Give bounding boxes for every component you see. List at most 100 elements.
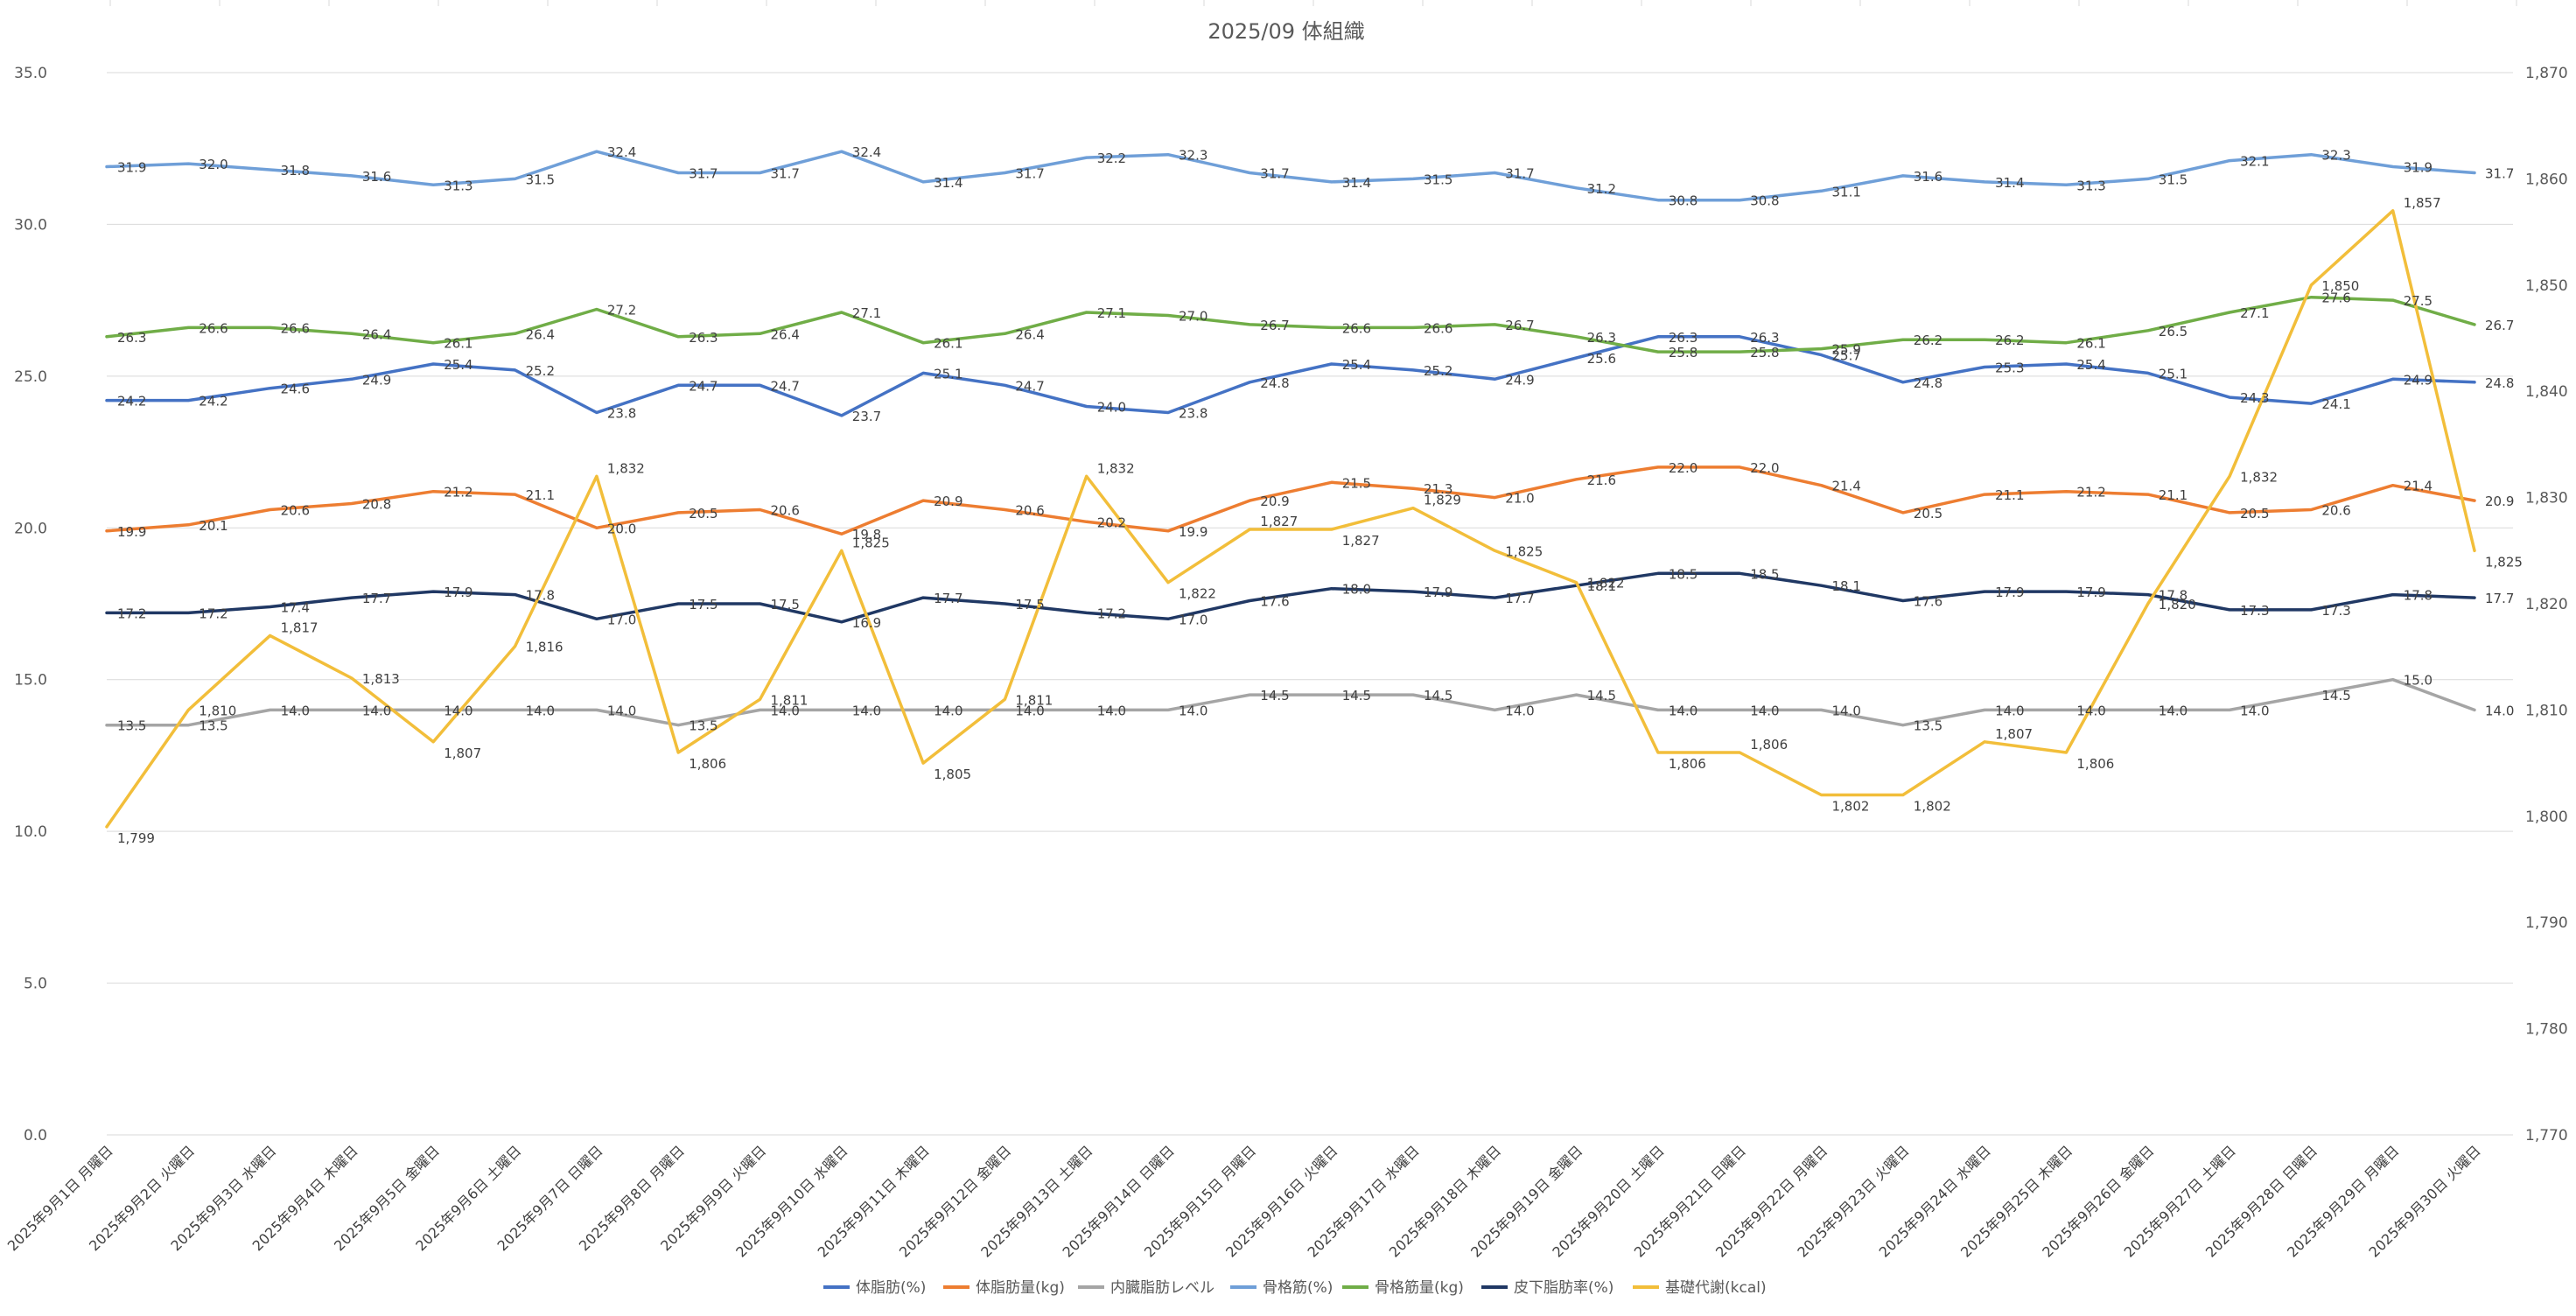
- data-label: 25.2: [526, 363, 555, 379]
- data-label: 20.6: [281, 503, 310, 519]
- data-label: 15.0: [2404, 673, 2432, 689]
- left-axis-ticks: 0.0 5.0 10.0 15.0 20.0 25.0 30.0 35.0: [14, 65, 47, 1144]
- data-label: 1,825: [1505, 543, 1543, 559]
- data-label: 1,813: [362, 671, 400, 687]
- data-label: 23.7: [852, 409, 881, 424]
- data-label: 25.4: [2076, 357, 2105, 373]
- data-label: 22.0: [1750, 460, 1779, 476]
- data-label: 1,805: [934, 766, 971, 782]
- data-label: 14.0: [2159, 703, 2188, 718]
- data-label: 20.6: [771, 503, 800, 519]
- data-label: 26.7: [1505, 318, 1534, 333]
- data-label: 26.3: [1669, 330, 1698, 346]
- data-label: 31.4: [1342, 175, 1371, 191]
- data-label: 32.4: [607, 144, 636, 160]
- data-label: 24.1: [2321, 396, 2350, 412]
- data-label: 17.7: [934, 591, 962, 606]
- data-label: 1,832: [607, 460, 645, 476]
- gridlines: [107, 0, 2517, 1136]
- data-label: 17.0: [607, 612, 636, 627]
- data-label: 26.6: [281, 320, 310, 336]
- data-label: 27.5: [2404, 293, 2432, 309]
- data-label: 32.0: [199, 157, 228, 172]
- data-label: 17.3: [2240, 603, 2269, 619]
- data-label: 25.1: [934, 366, 962, 382]
- data-label: 13.5: [689, 718, 718, 734]
- data-label: 20.5: [2240, 506, 2269, 522]
- data-label: 31.7: [689, 166, 718, 182]
- data-label: 27.1: [1097, 305, 1126, 321]
- data-label: 1,822: [1179, 586, 1216, 602]
- data-label: 14.0: [281, 703, 310, 718]
- data-label: 24.9: [2404, 372, 2432, 388]
- data-label: 17.8: [2404, 588, 2432, 604]
- data-label: 14.0: [934, 703, 962, 718]
- data-label: 13.5: [199, 718, 228, 734]
- data-label: 31.7: [1015, 166, 1044, 182]
- data-label: 17.9: [444, 584, 472, 600]
- data-label: 1,825: [852, 535, 890, 550]
- data-label: 26.2: [1914, 332, 1942, 348]
- data-label: 14.5: [1587, 688, 1616, 704]
- left-tick-label: 20.0: [14, 520, 47, 537]
- legend: 体脂肪(%) 体脂肪量(kg) 内臓脂肪レベル 骨格筋(%) 骨格筋量(kg) 皮下脂肪率…: [823, 1279, 1767, 1297]
- data-label: 24.8: [2485, 375, 2514, 391]
- data-label: 14.0: [771, 703, 800, 718]
- data-label: 26.6: [1424, 320, 1452, 336]
- data-label: 31.2: [1587, 181, 1616, 197]
- data-label: 18.1: [1587, 578, 1616, 594]
- data-label: 25.7: [1832, 348, 1861, 364]
- data-label: 24.7: [689, 378, 718, 394]
- data-label: 1,832: [1097, 460, 1135, 476]
- data-label: 31.5: [2159, 172, 2188, 187]
- right-tick-label: 1,870: [2525, 65, 2568, 82]
- left-tick-label: 5.0: [24, 976, 47, 993]
- data-label: 17.3: [2321, 603, 2350, 619]
- data-label: 1,806: [1669, 756, 1706, 772]
- right-tick-label: 1,770: [2525, 1127, 2568, 1144]
- data-label: 26.6: [199, 320, 228, 336]
- left-tick-label: 35.0: [14, 65, 47, 82]
- data-label: 31.6: [362, 169, 391, 185]
- data-label: 25.8: [1669, 345, 1698, 360]
- data-label: 1,857: [2404, 195, 2441, 211]
- left-tick-label: 10.0: [14, 823, 47, 841]
- data-label: 21.1: [2159, 487, 2188, 503]
- data-label: 1,817: [281, 620, 318, 635]
- data-label: 31.3: [444, 178, 472, 193]
- series-line: [105, 335, 2476, 417]
- data-label: 19.9: [1179, 524, 1208, 540]
- left-tick-label: 25.0: [14, 368, 47, 386]
- data-label: 24.8: [1260, 375, 1289, 391]
- data-label: 14.0: [1015, 703, 1044, 718]
- data-label: 20.0: [607, 521, 636, 536]
- data-label: 26.3: [1587, 330, 1616, 346]
- data-label: 17.8: [2159, 588, 2188, 604]
- data-label: 21.2: [444, 485, 472, 500]
- data-label: 26.5: [2159, 324, 2188, 340]
- data-label: 32.3: [2321, 148, 2350, 164]
- data-label: 19.9: [117, 524, 146, 540]
- left-tick-label: 15.0: [14, 672, 47, 690]
- left-tick-label: 0.0: [24, 1127, 47, 1144]
- data-label: 17.5: [771, 597, 800, 612]
- data-label: 17.0: [1179, 612, 1208, 627]
- data-label: 24.2: [117, 394, 146, 410]
- legend-label: 骨格筋(%): [1263, 1279, 1333, 1297]
- data-label: 26.6: [1342, 320, 1371, 336]
- data-label: 21.3: [1424, 481, 1452, 497]
- data-label: 30.8: [1669, 193, 1698, 209]
- data-label: 19.8: [852, 527, 881, 542]
- data-label: 22.0: [1669, 460, 1698, 476]
- data-label: 1,825: [2485, 554, 2523, 570]
- data-label: 1,832: [2240, 469, 2278, 485]
- data-label: 17.2: [117, 606, 146, 621]
- data-label: 14.0: [1995, 703, 2024, 718]
- data-label: 31.7: [771, 166, 800, 182]
- data-label: 20.5: [689, 506, 718, 522]
- data-label: 14.5: [1260, 688, 1289, 704]
- legend-label: 骨格筋量(kg): [1375, 1279, 1464, 1297]
- data-label: 21.5: [1342, 475, 1371, 491]
- right-tick-label: 1,850: [2525, 277, 2568, 295]
- data-label: 31.3: [2076, 178, 2105, 193]
